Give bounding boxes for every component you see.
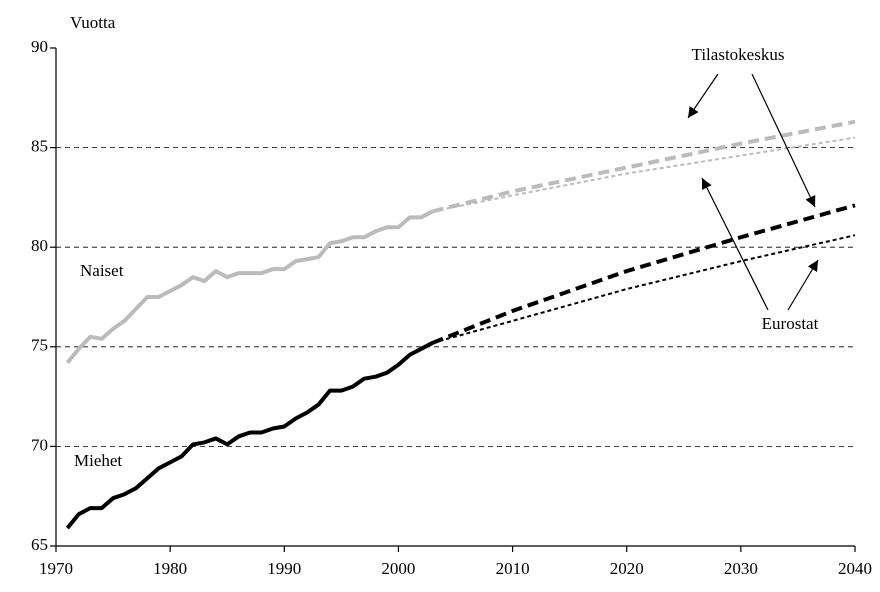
series-line xyxy=(431,203,856,345)
series-line xyxy=(432,119,856,214)
arrow xyxy=(701,177,769,311)
y-tick-label: 85 xyxy=(31,137,48,156)
arrow xyxy=(787,259,819,311)
annotation: Tilastokeskus xyxy=(692,45,785,64)
y-tick-label: 65 xyxy=(31,535,48,554)
arrow xyxy=(687,73,719,119)
y-tick-label: 75 xyxy=(31,336,48,355)
x-tick-label: 2030 xyxy=(724,559,758,578)
x-tick-label: 2000 xyxy=(381,559,415,578)
y-tick-label: 90 xyxy=(31,37,48,56)
x-tick-label: 2020 xyxy=(610,559,644,578)
y-axis-label: Vuotta xyxy=(70,13,116,32)
arrow xyxy=(751,73,816,208)
x-tick-label: 2010 xyxy=(496,559,530,578)
x-tick-label: 1990 xyxy=(267,559,301,578)
y-tick-label: 80 xyxy=(31,236,48,255)
annotation: Naiset xyxy=(80,261,124,280)
series-line xyxy=(432,234,856,344)
series-line xyxy=(65,341,434,530)
annotation: Miehet xyxy=(74,451,122,470)
series-line xyxy=(65,209,434,365)
arrows xyxy=(687,73,819,311)
x-tick-label: 1970 xyxy=(39,559,73,578)
x-tick-label: 1980 xyxy=(153,559,187,578)
y-tick-label: 70 xyxy=(31,435,48,454)
series-line xyxy=(432,136,856,213)
x-tick-label: 2040 xyxy=(838,559,872,578)
annotation: Eurostat xyxy=(762,314,819,333)
